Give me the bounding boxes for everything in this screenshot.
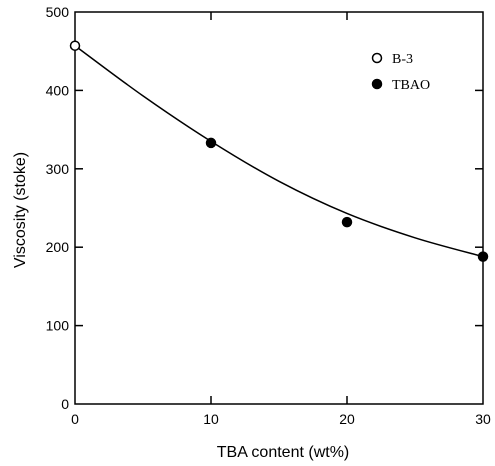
data-point-open — [69, 40, 81, 51]
y-axis-label: Viscosity (stoke) — [12, 152, 29, 268]
legend: B-3 TBAO — [371, 52, 430, 93]
plot-frame — [74, 11, 484, 405]
y-tick-label: 100 — [46, 318, 70, 334]
y-tick-label: 300 — [46, 161, 70, 177]
x-tick-label: 10 — [203, 411, 219, 427]
y-axis-ticks: 0 100 200 300 400 500 — [46, 4, 483, 412]
fit-curve — [74, 45, 484, 258]
plot-border — [74, 11, 484, 405]
x-tick-label: 0 — [71, 411, 79, 427]
x-axis-label: TBA content (wt%) — [217, 444, 350, 461]
legend-marker — [371, 52, 383, 64]
data-point-filled — [341, 216, 353, 228]
legend-label: B-3 — [392, 52, 413, 67]
data-point-filled — [205, 137, 217, 149]
x-tick-label: 20 — [339, 411, 355, 427]
y-tick-label: 0 — [61, 396, 69, 412]
y-tick-label: 200 — [46, 239, 70, 255]
y-tick-label: 500 — [46, 4, 70, 20]
legend-label: TBAO — [392, 78, 430, 93]
data-points — [69, 40, 489, 262]
x-axis-ticks: 0 10 20 30 — [71, 12, 491, 427]
y-tick-label: 400 — [46, 82, 70, 98]
x-tick-label: 30 — [475, 411, 491, 427]
legend-marker — [371, 78, 383, 90]
data-point-filled — [477, 251, 489, 262]
